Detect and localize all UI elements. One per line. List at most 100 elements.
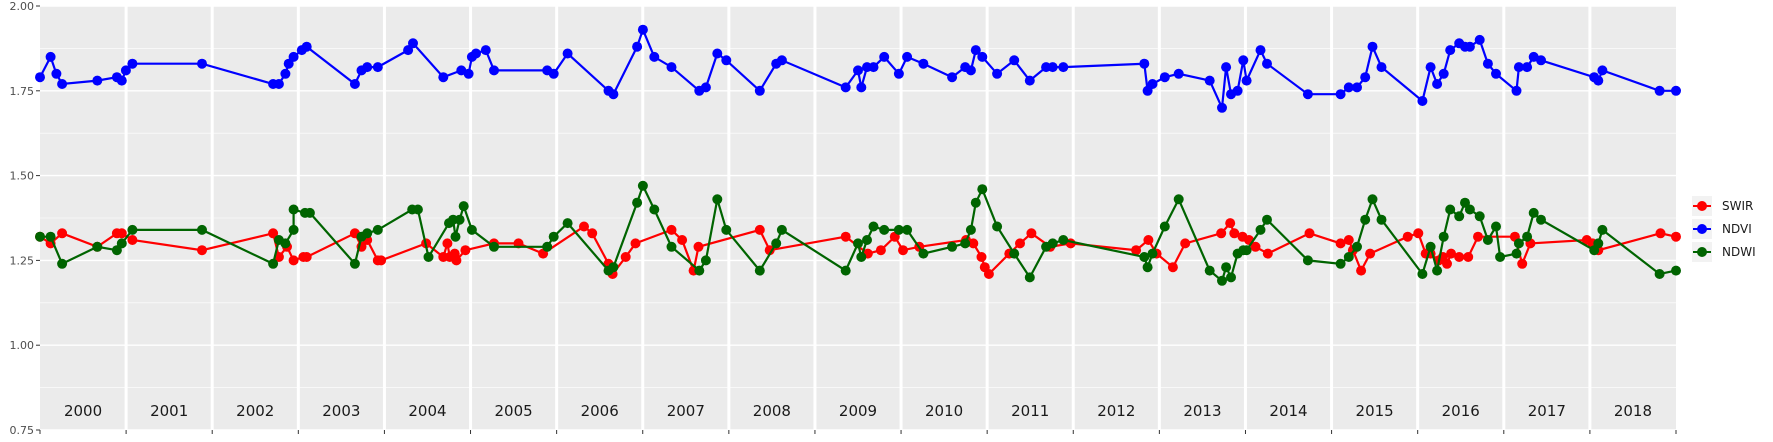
data-point-swir: [1463, 252, 1474, 262]
data-point-ndwi: [637, 180, 648, 191]
data-point-ndwi: [862, 235, 872, 245]
data-point-ndwi: [754, 265, 765, 276]
data-point-ndvi: [1597, 65, 1608, 76]
data-point-ndwi: [960, 238, 971, 249]
year-label: 2012: [1097, 402, 1135, 420]
year-label: 2004: [408, 402, 446, 420]
data-point-ndvi: [1139, 58, 1150, 69]
y-tick-label: 1.00: [10, 339, 35, 352]
data-point-ndvi: [977, 51, 988, 62]
data-point-ndvi: [1360, 72, 1371, 83]
data-point-ndwi: [1482, 235, 1493, 245]
data-point-ndvi: [1593, 75, 1604, 86]
data-point-ndwi: [666, 241, 677, 252]
data-point-ndwi: [1343, 252, 1354, 262]
year-label: 2001: [150, 402, 188, 420]
data-point-ndvi: [608, 89, 619, 100]
year-label: 2011: [1011, 402, 1049, 420]
year-label: 2005: [494, 402, 532, 420]
data-point-ndwi: [562, 218, 573, 229]
data-point-ndvi: [51, 68, 62, 79]
data-point-ndvi: [1335, 89, 1346, 100]
data-point-ndvi: [120, 65, 131, 76]
data-point-ndvi: [879, 51, 890, 62]
data-point-ndvi: [1262, 58, 1272, 69]
data-point-ndwi: [1352, 241, 1362, 252]
data-point-swir: [1015, 238, 1025, 249]
legend-label: NDVI: [1722, 222, 1752, 236]
data-point-swir: [1473, 231, 1483, 242]
data-point-swir: [1413, 228, 1424, 239]
data-point-ndvi: [1173, 68, 1184, 79]
data-point-swir: [1365, 248, 1376, 259]
data-point-ndwi: [280, 238, 291, 249]
data-point-swir: [1356, 265, 1367, 276]
data-point-ndvi: [1047, 62, 1058, 73]
data-point-ndvi: [918, 58, 929, 69]
data-point-ndvi: [1204, 75, 1215, 86]
data-point-ndwi: [1142, 262, 1153, 273]
data-point-ndwi: [1425, 241, 1436, 252]
legend-label: NDWI: [1722, 245, 1756, 259]
y-tick-label: 2.00: [10, 0, 35, 13]
data-point-swir: [268, 228, 279, 239]
data-point-swir: [1225, 218, 1236, 229]
data-point-ndwi: [970, 197, 981, 208]
data-point-swir: [693, 241, 704, 252]
data-point-ndvi: [1464, 41, 1475, 52]
data-point-ndvi: [965, 65, 976, 76]
data-point-ndwi: [304, 207, 315, 218]
data-point-swir: [976, 252, 987, 262]
data-point-ndvi: [362, 62, 373, 73]
data-point-swir: [197, 245, 207, 256]
data-point-ndwi: [1536, 214, 1546, 225]
data-point-ndwi: [1147, 248, 1158, 259]
y-axis: 0.75 1.00 1.25 1.50 1.75 2.00: [10, 0, 40, 437]
data-point-ndvi: [197, 58, 207, 69]
data-point-ndvi: [1513, 62, 1524, 73]
data-point-ndwi: [918, 248, 929, 259]
data-point-swir: [1262, 248, 1273, 259]
data-point-ndwi: [879, 224, 890, 235]
data-point-ndwi: [853, 238, 863, 249]
data-point-swir: [630, 238, 641, 249]
data-point-ndvi: [480, 45, 491, 56]
legend-marker: [1697, 201, 1707, 211]
data-point-ndvi: [548, 68, 559, 79]
data-point-ndwi: [1367, 194, 1378, 205]
data-point-ndvi: [1438, 68, 1449, 79]
data-point-swir: [875, 245, 886, 256]
data-point-ndwi: [1058, 235, 1069, 245]
y-tick-label: 1.25: [10, 254, 35, 267]
data-point-ndvi: [840, 82, 851, 93]
data-point-ndwi: [372, 224, 383, 235]
data-point-ndvi: [127, 58, 138, 69]
data-point-ndwi: [1522, 231, 1533, 242]
data-point-swir: [301, 252, 312, 262]
data-point-ndwi: [1360, 214, 1371, 225]
data-point-ndwi: [1221, 262, 1232, 273]
x-axis-ticks: [39, 430, 1677, 434]
data-point-ndvi: [1255, 45, 1266, 56]
data-point-ndwi: [1445, 204, 1456, 215]
data-point-ndwi: [1654, 269, 1665, 279]
data-point-swir: [1402, 231, 1413, 242]
year-label: 2010: [925, 402, 963, 420]
data-point-ndwi: [1262, 214, 1272, 225]
data-point-ndwi: [1593, 238, 1604, 249]
data-point-ndwi: [1376, 214, 1387, 225]
data-point-ndvi: [280, 68, 291, 79]
data-point-ndwi: [362, 228, 373, 239]
legend-marker: [1697, 247, 1707, 257]
data-point-ndwi: [1204, 265, 1215, 276]
data-point-swir: [579, 221, 589, 232]
data-point-ndwi: [649, 204, 660, 215]
data-point-swir: [677, 235, 688, 245]
year-label: 2013: [1183, 402, 1221, 420]
data-point-swir: [587, 228, 598, 239]
y-tick-label: 1.50: [10, 170, 35, 183]
data-point-ndvi: [471, 48, 481, 59]
data-point-ndwi: [902, 224, 913, 235]
data-point-ndwi: [116, 238, 127, 249]
data-point-ndwi: [1335, 258, 1346, 269]
